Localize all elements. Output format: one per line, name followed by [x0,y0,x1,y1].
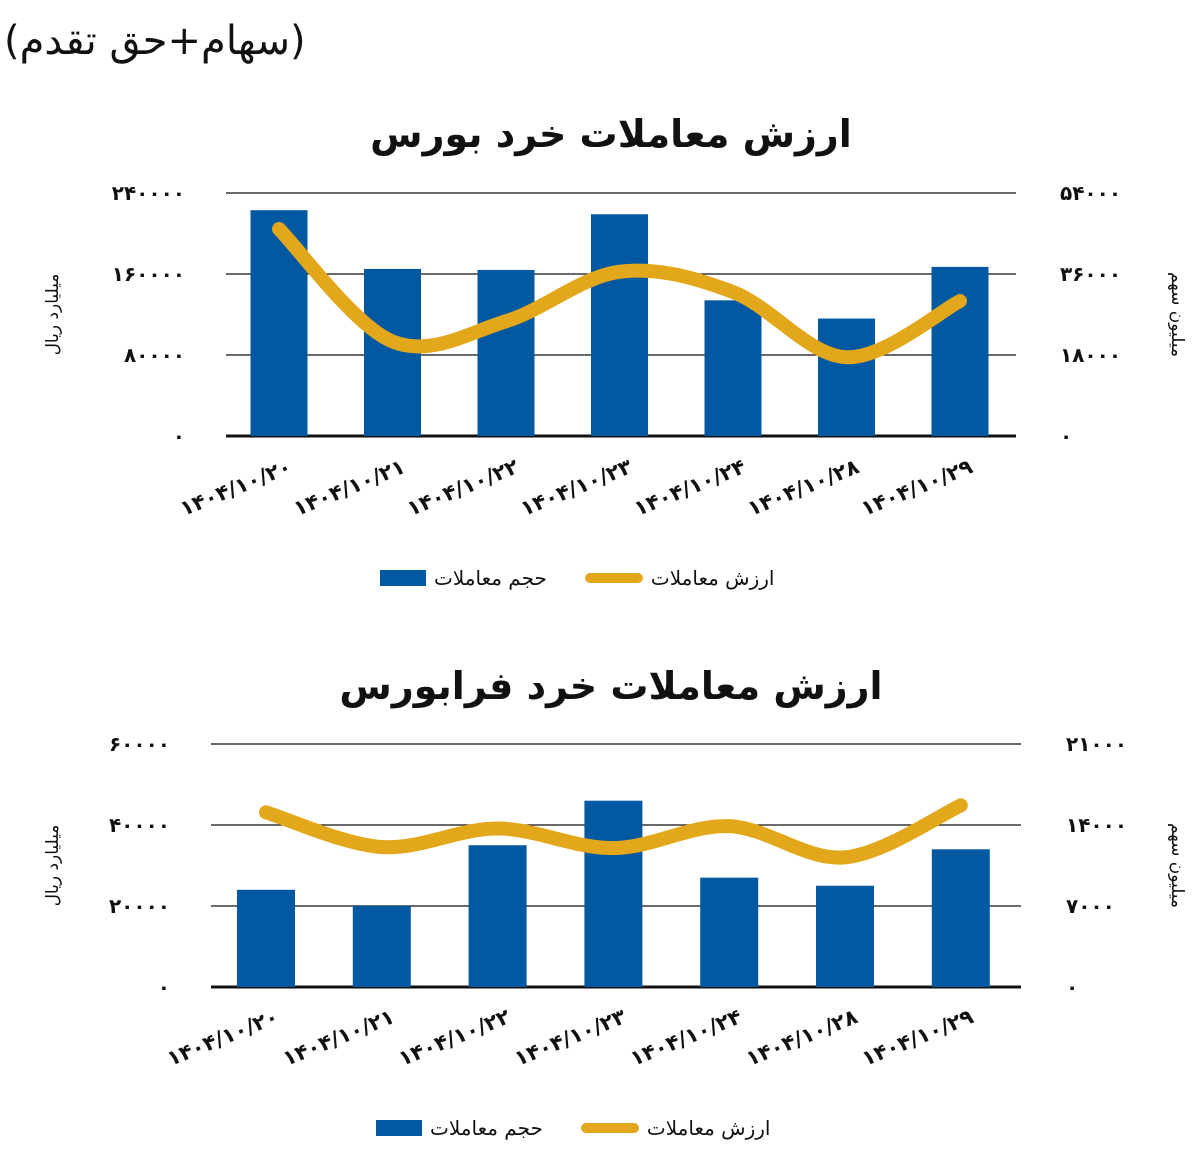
chart-legend: ارزش معاملات حجم معاملات [380,566,774,590]
left-axis-tick: ۸۰۰۰۰ [124,343,185,367]
bar[interactable] [931,849,990,987]
legend-item-volume[interactable]: حجم معاملات [376,1116,543,1140]
chart-title: ارزش معاملات خرد بورس [370,112,852,156]
legend-line-swatch-icon [580,1123,639,1133]
value-line[interactable] [259,798,968,865]
legend-item-volume[interactable]: حجم معاملات [380,566,547,590]
bar[interactable] [700,877,759,987]
right-axis-title: میلیون سهم [1167,272,1187,357]
left-axis-tick: ۲۰۰۰۰ [109,894,170,918]
left-axis-tick: ۰ [158,975,170,999]
legend-label-value: ارزش معاملات [650,566,775,590]
right-axis-tick: ۱۴۰۰۰ [1066,813,1127,837]
bar[interactable] [818,318,875,436]
legend-bar-swatch-icon [380,570,426,586]
chart-title: ارزش معاملات خرد فرابورس [339,664,883,708]
legend-item-value[interactable]: ارزش معاملات [580,1116,771,1140]
x-axis-label: ۱۴۰۴/۱۰/۲۸ [743,1004,861,1070]
legend-item-value[interactable]: ارزش معاملات [584,566,775,590]
right-axis-title: میلیون سهم [1167,823,1187,908]
right-axis-tick: ۲۱۰۰۰ [1066,732,1127,756]
x-axis-label: ۱۴۰۴/۱۰/۲۹ [858,1004,976,1070]
right-axis-tick: ۰ [1060,424,1072,448]
left-axis-title: میلیارد ریال [43,825,63,907]
left-axis-tick: ۰ [173,424,185,448]
left-axis-tick: ۴۰۰۰۰ [109,813,170,837]
x-axis-label: ۱۴۰۴/۱۰/۲۰ [164,1004,282,1070]
left-axis-tick: ۱۶۰۰۰۰ [112,262,185,286]
legend-label-volume: حجم معاملات [434,566,547,590]
chart-plot-area: ۲۴۰۰۰۰ ۵۴۰۰۰ ۱۶۰۰۰۰ ۳۶۰۰۰ ۸۰۰۰۰ ۱۸۰۰۰ ۰ ۰ میلیار… [43,181,1187,521]
bar[interactable] [468,845,527,987]
bar[interactable] [704,300,762,436]
x-axis-label: ۱۴۰۴/۱۰/۲۴ [627,1004,745,1070]
bar[interactable] [591,214,648,436]
value-line[interactable] [272,222,967,365]
x-axis-label: ۱۴۰۴/۱۰/۲۱ [279,1004,397,1070]
legend-label-value: ارزش معاملات [646,1116,771,1140]
bar[interactable] [816,885,874,987]
left-axis-title: میلیارد ریال [43,274,63,356]
right-axis-tick: ۵۴۰۰۰ [1060,181,1121,205]
legend-label-volume: حجم معاملات [430,1116,543,1140]
bar[interactable] [477,269,535,436]
left-axis-tick: ۶۰۰۰۰ [109,732,170,756]
right-axis-tick: ۰ [1066,975,1078,999]
bar[interactable] [584,800,643,987]
page-header-title: (سهام+حق تقدم) [4,18,306,64]
right-axis-tick: ۱۸۰۰۰ [1060,343,1121,367]
left-axis-tick: ۲۴۰۰۰۰ [112,181,185,205]
x-axis-label: ۱۴۰۴/۱۰/۲۲ [395,1004,513,1070]
right-axis-tick: ۷۰۰۰ [1066,894,1115,918]
x-axis-label: ۱۴۰۴/۱۰/۲۳ [511,1004,629,1070]
legend-bar-swatch-icon [376,1120,422,1136]
bar[interactable] [352,906,411,987]
bar[interactable] [237,889,295,987]
chart-bourse: ارزش معاملات خرد بورس ۲۴۰۰۰۰ ۵۴۰۰۰ ۱۶۰۰۰۰ ۳… [43,112,1187,590]
legend-line-swatch-icon [584,573,643,583]
right-axis-tick: ۳۶۰۰۰ [1060,262,1121,286]
chart-legend: ارزش معاملات حجم معاملات [376,1116,770,1140]
